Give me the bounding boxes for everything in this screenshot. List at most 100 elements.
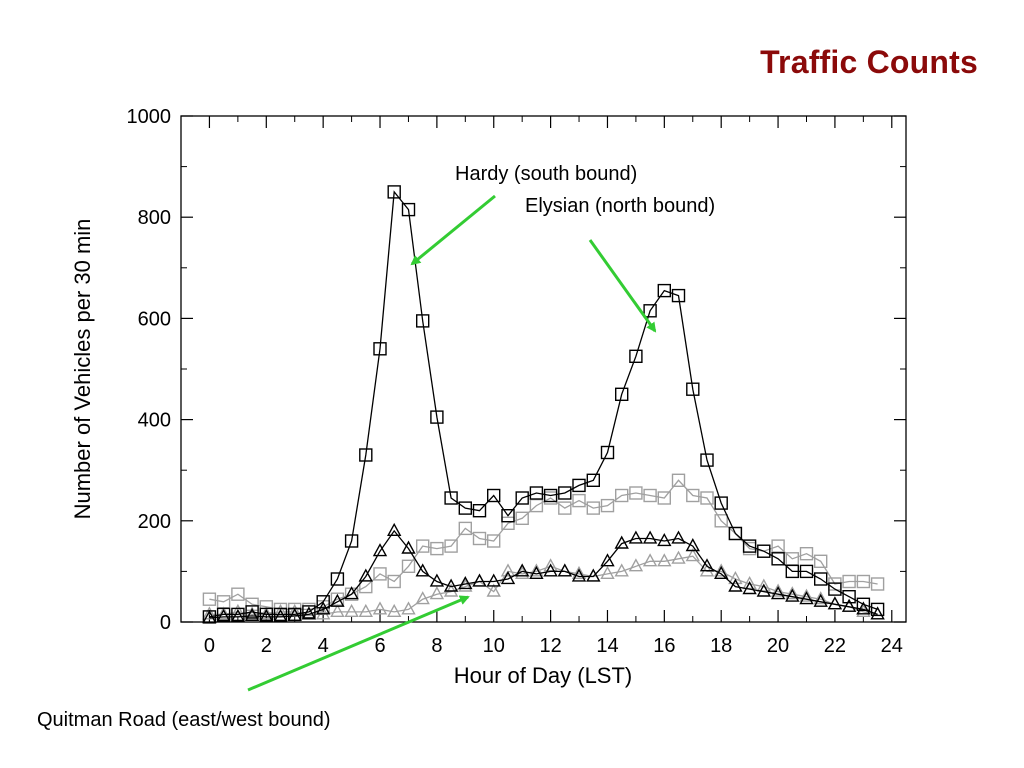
data-point-triangle [557, 563, 572, 577]
data-point-triangle [244, 607, 260, 621]
data-point-square [814, 572, 828, 586]
data-point-triangle [372, 601, 388, 615]
data-point-triangle [813, 593, 828, 607]
data-point-square [629, 349, 643, 363]
data-point-square [558, 486, 572, 500]
data-point-square [671, 288, 686, 303]
data-point-triangle [316, 601, 331, 615]
x-tick-label: 14 [596, 635, 618, 657]
data-point-square [757, 544, 771, 558]
data-point-triangle [813, 591, 828, 605]
data-point-triangle [202, 609, 217, 624]
data-point-triangle [429, 573, 445, 587]
data-point-square [856, 574, 871, 589]
data-point-triangle [429, 586, 445, 600]
data-point-square [501, 516, 515, 530]
data-point-triangle [273, 608, 288, 622]
data-point-square [231, 587, 245, 601]
data-point-triangle [500, 570, 516, 585]
data-point-triangle [785, 588, 800, 602]
data-point-square [870, 577, 885, 591]
data-point-triangle [344, 586, 359, 600]
data-point-triangle [657, 532, 672, 547]
series-0-square [202, 185, 885, 624]
data-point-square [586, 473, 600, 487]
data-point-square [344, 534, 359, 548]
data-point-triangle [614, 563, 629, 577]
data-point-square [828, 582, 842, 596]
y-tick-label: 800 [138, 207, 171, 229]
data-point-triangle [628, 530, 644, 544]
data-point-triangle [671, 530, 686, 544]
data-point-triangle [799, 591, 814, 605]
x-tick-label: 24 [881, 635, 903, 657]
data-point-square [799, 564, 814, 579]
data-point-triangle [642, 553, 658, 567]
data-point-square [586, 501, 600, 515]
x-tick-label: 22 [824, 635, 846, 657]
data-point-square [771, 539, 785, 553]
data-point-square [387, 185, 401, 199]
data-point-triangle [401, 540, 416, 554]
data-point-triangle [728, 578, 743, 592]
data-point-triangle [387, 522, 402, 536]
data-point-square [700, 453, 714, 467]
x-tick-label: 6 [374, 635, 385, 657]
data-point-square [529, 486, 544, 500]
x-tick-label: 4 [318, 635, 329, 657]
y-tick-label: 0 [160, 612, 171, 634]
x-tick-labels: 0 2 4 6 8 10 12 14 16 18 20 22 24 [204, 635, 903, 657]
hardy-annotation: Hardy (south bound) [455, 163, 638, 185]
data-point-triangle [244, 606, 260, 620]
y-axis-title: Number of Vehicles per 30 min [70, 219, 95, 520]
series-3-triangle [202, 548, 885, 620]
data-point-square [842, 590, 856, 604]
y-tick-label: 600 [138, 308, 171, 330]
x-tick-label: 16 [653, 635, 675, 657]
data-point-square [487, 534, 501, 548]
data-point-triangle [571, 565, 587, 579]
data-point-triangle [742, 575, 757, 590]
data-point-triangle [358, 603, 373, 617]
data-point-triangle [600, 553, 615, 567]
series-layer [202, 185, 885, 624]
data-point-triangle [742, 581, 757, 595]
hardy-arrow [410, 194, 496, 266]
data-point-square [458, 501, 472, 515]
x-tick-label: 2 [261, 635, 272, 657]
data-point-triangle [301, 606, 317, 620]
data-point-triangle [870, 606, 885, 620]
data-point-square [273, 607, 288, 622]
data-point-square [373, 567, 387, 581]
x-axis-title: Hour of Day (LST) [454, 663, 633, 688]
data-point-triangle [230, 608, 246, 622]
data-point-triangle [827, 596, 843, 610]
data-point-square [359, 448, 373, 462]
data-point-triangle [856, 601, 871, 615]
data-point-square [686, 488, 700, 503]
quitman-annotation: Quitman Road (east/west bound) [37, 709, 331, 731]
data-point-triangle [614, 535, 629, 549]
data-point-triangle [486, 573, 501, 587]
x-tick-label: 10 [483, 635, 505, 657]
slide-title: Traffic Counts [760, 44, 978, 80]
data-point-triangle [372, 543, 388, 557]
data-point-square [444, 491, 458, 505]
axis-ticks [181, 115, 906, 623]
data-point-square [401, 559, 416, 573]
series-line [209, 529, 878, 619]
data-point-triangle [671, 550, 686, 564]
data-point-square [259, 600, 273, 614]
data-point-square [742, 539, 757, 553]
y-tick-label: 1000 [127, 106, 172, 128]
elysian-annotation: Elysian (north bound) [525, 195, 716, 217]
y-tick-labels: 0 200 400 600 800 1000 [127, 106, 172, 634]
x-tick-label: 12 [539, 635, 561, 657]
data-point-square [643, 488, 657, 503]
data-point-square [629, 486, 643, 500]
y-tick-label: 400 [138, 410, 171, 432]
data-point-triangle [358, 568, 373, 582]
data-point-triangle [728, 570, 743, 585]
data-point-triangle [543, 558, 558, 572]
data-point-triangle [443, 578, 459, 592]
